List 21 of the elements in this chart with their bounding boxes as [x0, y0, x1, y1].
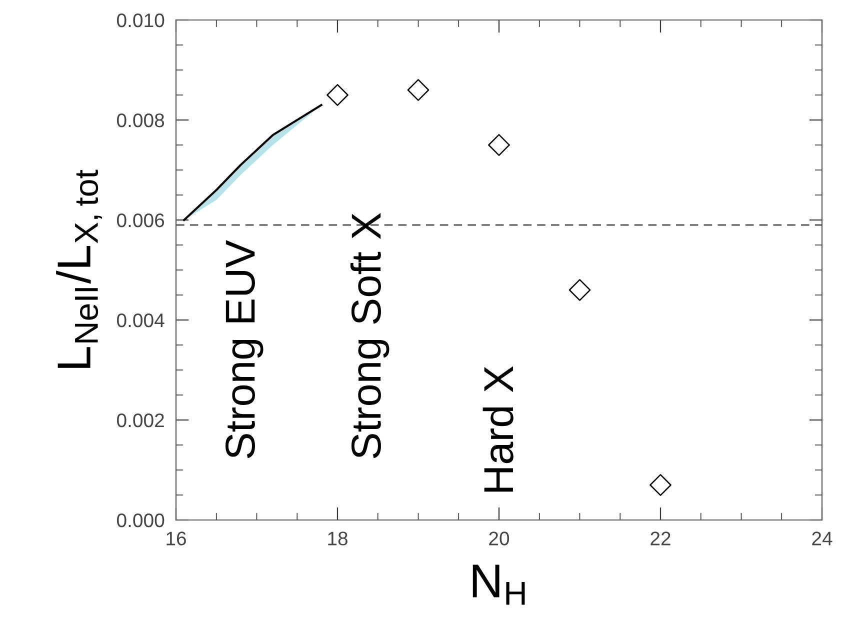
- x-tick-label: 20: [489, 532, 510, 546]
- y-tick-label: 0.010: [116, 13, 164, 28]
- y-axis-title: L$_{NeII}$/L$_{X,tot}$: [56, 170, 102, 368]
- x-tick-label: 18: [328, 532, 348, 546]
- annotation: Strong Soft X: [350, 213, 390, 458]
- x-tick-label: 22: [650, 532, 670, 546]
- annotation: Hard X: [482, 366, 514, 492]
- y-tick-label: 0.004: [116, 313, 164, 328]
- y-tick-label: 0.008: [116, 113, 164, 128]
- point: [407, 79, 430, 101]
- point: [488, 134, 510, 156]
- x-tick-label: 24: [812, 532, 832, 546]
- y-tick-label: 0.002: [116, 413, 164, 428]
- point: [568, 279, 591, 301]
- point: [326, 84, 348, 106]
- y-tick-label: 0.000: [116, 513, 164, 528]
- point: [650, 474, 672, 496]
- x-tick-label: 16: [166, 532, 186, 546]
- annotation: Strong EUV: [226, 240, 264, 458]
- x-axis-title: N$_{H}$: [472, 564, 525, 605]
- y-tick-label: 0.006: [116, 213, 164, 228]
